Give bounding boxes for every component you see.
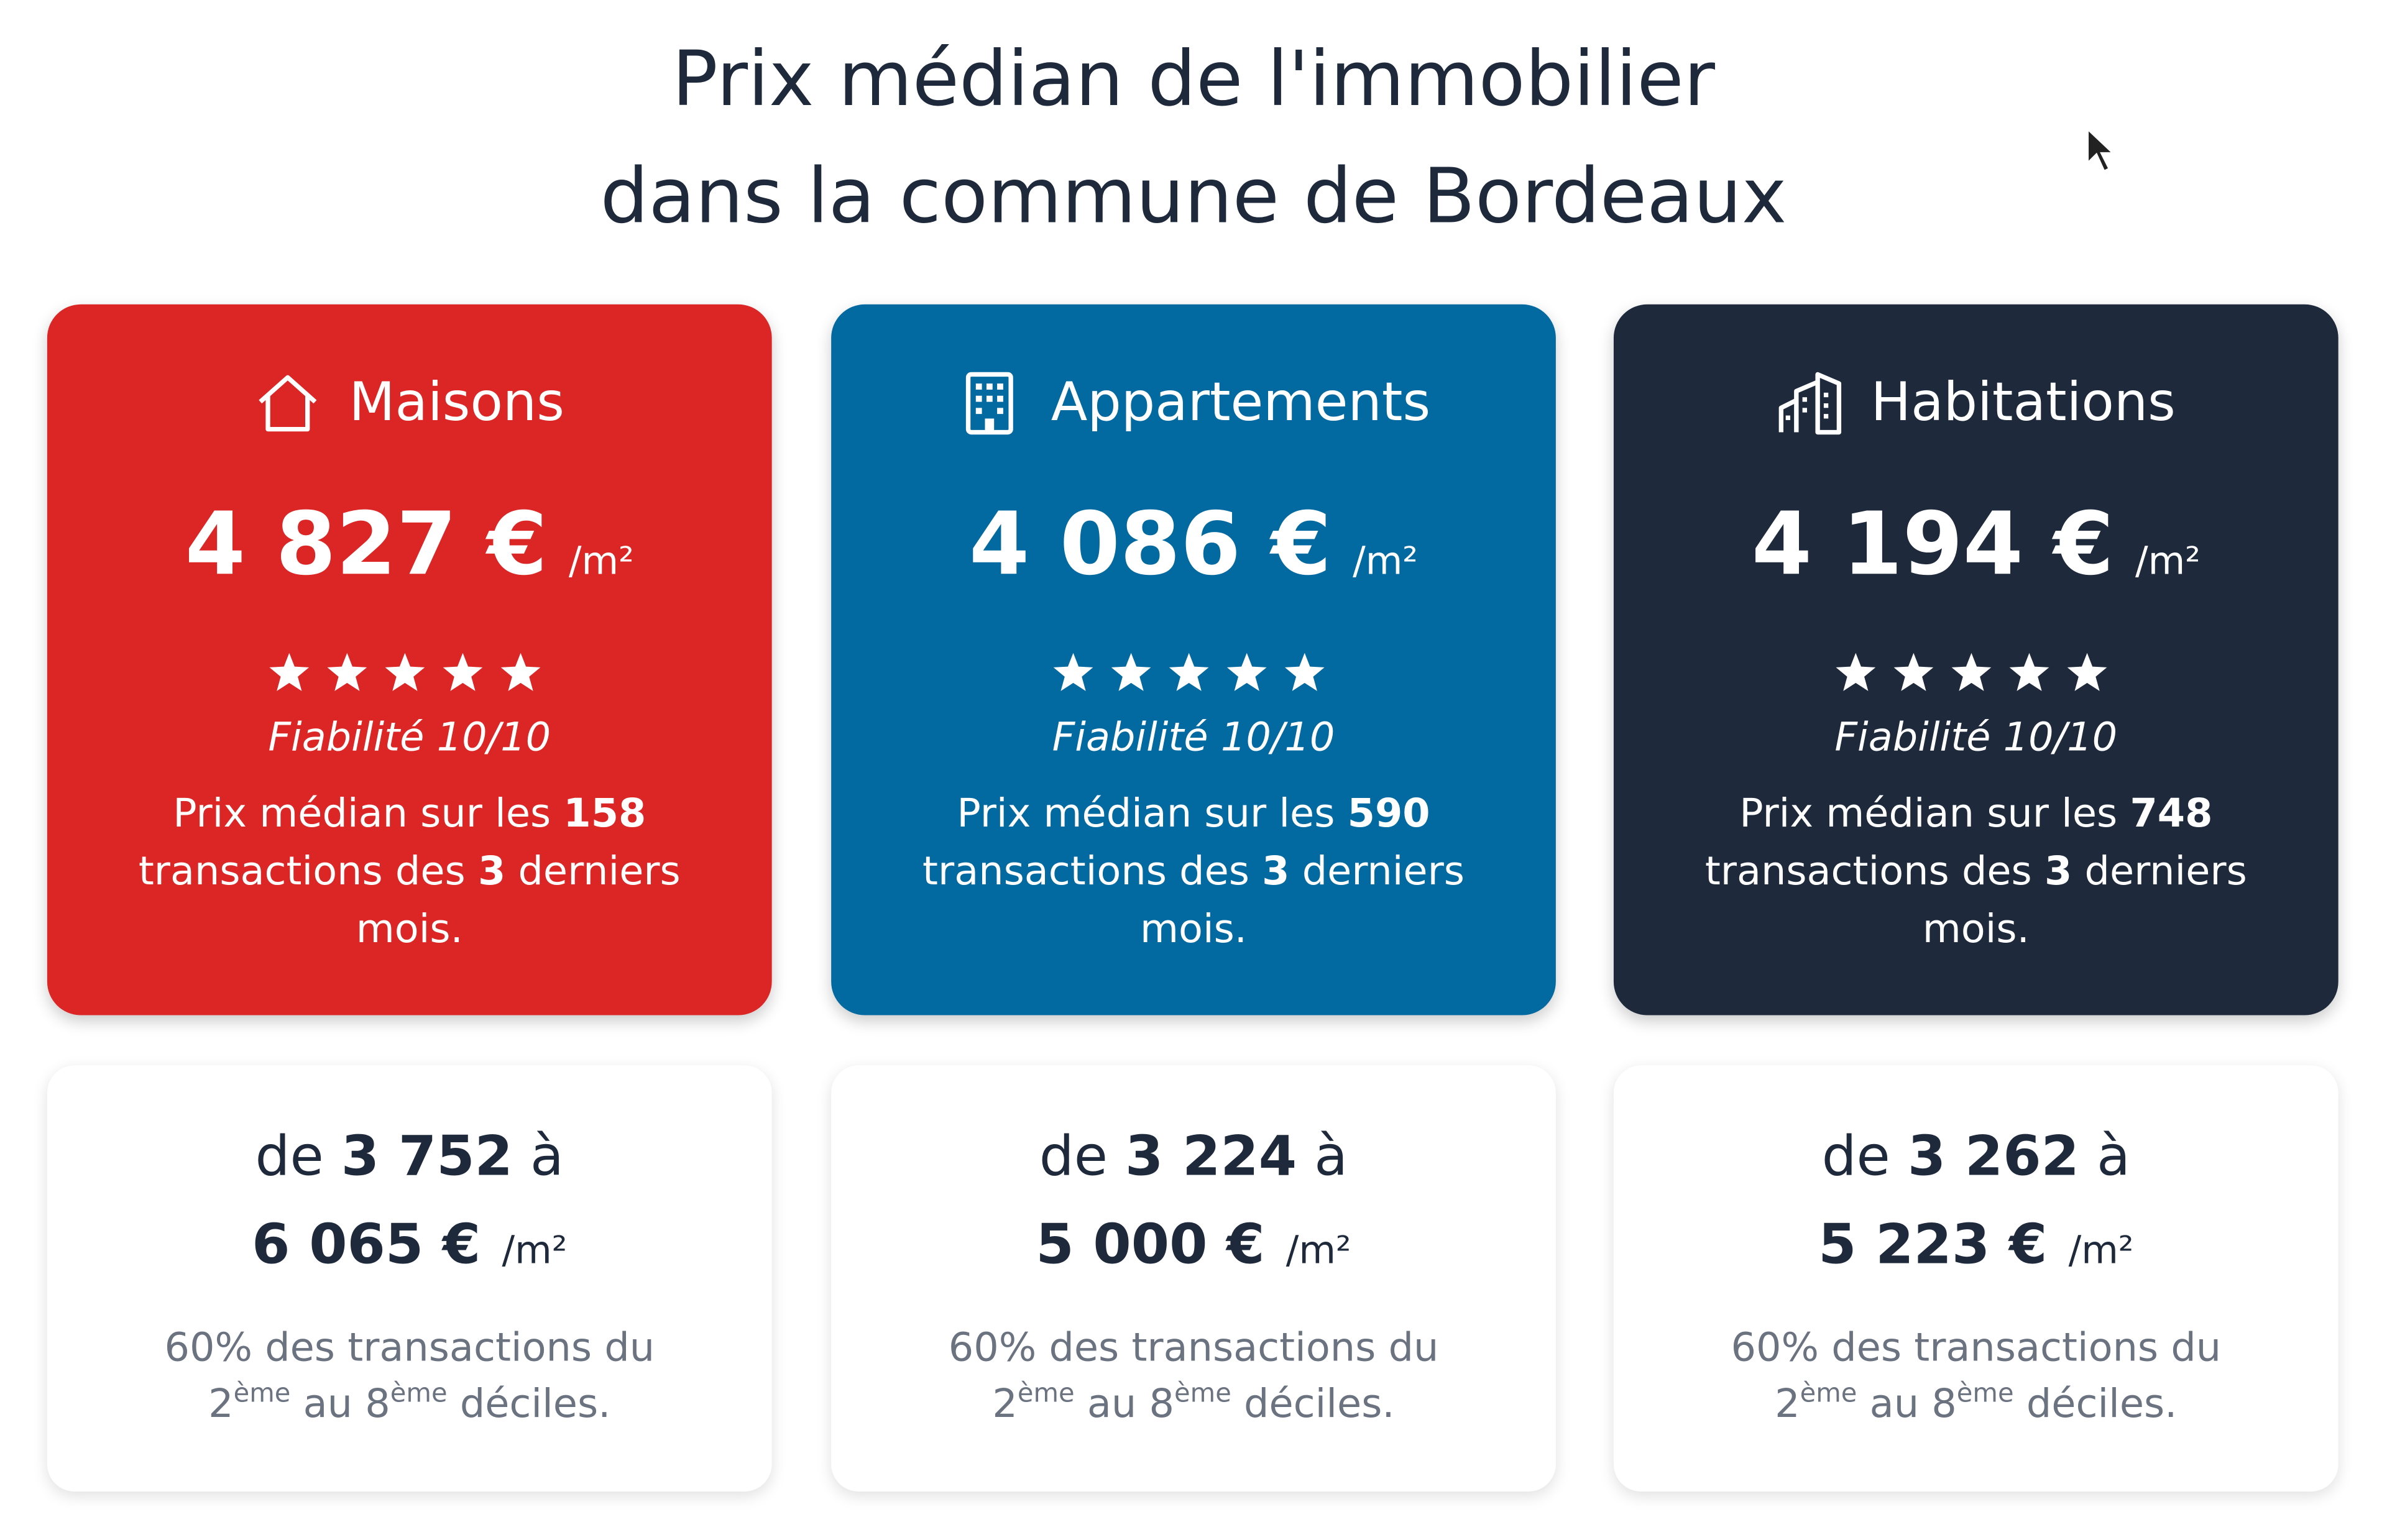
note-part: ème bbox=[390, 1378, 448, 1409]
description-part: 590 bbox=[1347, 791, 1430, 837]
price: 4 194 € /m² bbox=[1614, 495, 2339, 595]
stars bbox=[1614, 650, 2339, 702]
unit: /m² bbox=[2068, 1228, 2134, 1273]
price-value: 4 086 € bbox=[969, 494, 1331, 595]
range-low-value: 3 224 bbox=[1125, 1126, 1297, 1189]
range-low: de 3 752 à bbox=[47, 1126, 772, 1188]
description: Prix médian sur les 590 transactions des… bbox=[908, 786, 1480, 959]
cursor bbox=[2086, 124, 2118, 175]
range-text: de bbox=[255, 1126, 341, 1189]
range-card: de 3 262 à 5 223 € /m² 60% des transactions… bbox=[1613, 1065, 2339, 1492]
card-label: Habitations bbox=[1614, 370, 2339, 437]
card-label: Maisons bbox=[47, 370, 772, 437]
reliability: Fiabilité 10/10 bbox=[1052, 715, 1335, 761]
reliability: Fiabilité 10/10 bbox=[268, 715, 551, 761]
note-part: déciles. bbox=[447, 1382, 611, 1428]
price-card: Maisons 4 827 € /m² Fiabilité 10/10 Prix méd… bbox=[47, 304, 772, 1015]
note-part: ème bbox=[1017, 1378, 1075, 1409]
price-card: Habitations 4 194 € /m² Fiabilité 10/10 Prix… bbox=[1613, 304, 2339, 1015]
description: Prix médian sur les 158 transactions des… bbox=[123, 786, 696, 959]
range-high: 6 065 € /m² bbox=[47, 1214, 772, 1276]
note-part: au 8 bbox=[1074, 1382, 1175, 1428]
price-value: 4 194 € bbox=[1751, 494, 2114, 595]
range-note: 60% des transactions du 2ème au 8ème déc… bbox=[123, 1321, 696, 1434]
note-part: 2 bbox=[992, 1382, 1018, 1428]
unit: /m² bbox=[502, 1228, 568, 1273]
description-part: 158 bbox=[563, 791, 646, 837]
range-low: de 3 262 à bbox=[1614, 1126, 2339, 1188]
description-part: 748 bbox=[2130, 791, 2213, 837]
description: Prix médian sur les 748 transactions des… bbox=[1690, 786, 2262, 959]
label-text: Maisons bbox=[349, 373, 564, 434]
range-high: 5 223 € /m² bbox=[1614, 1214, 2339, 1276]
title: Prix médian de l'immobilier dans la commu… bbox=[0, 21, 2387, 255]
range-note: 60% des transactions du 2ème au 8ème déc… bbox=[1690, 1321, 2262, 1434]
unit: /m² bbox=[568, 538, 634, 583]
range-high: 5 000 € /m² bbox=[831, 1214, 1556, 1276]
range-text: à bbox=[1297, 1126, 1348, 1189]
reliability: Fiabilité 10/10 bbox=[1834, 715, 2118, 761]
stars bbox=[831, 650, 1556, 702]
description-part: 3 bbox=[2044, 849, 2072, 896]
star-rating bbox=[269, 653, 541, 691]
note-part: 60% des transactions du bbox=[164, 1326, 655, 1372]
range-high-value: 6 065 € bbox=[252, 1214, 481, 1277]
range-note: 60% des transactions du 2ème au 8ème déc… bbox=[908, 1321, 1480, 1434]
title-line: Prix médian de l'immobilier bbox=[672, 35, 1716, 124]
title-line: dans la commune de Bordeaux bbox=[600, 152, 1787, 241]
description-part: 3 bbox=[477, 849, 506, 896]
note-part: au 8 bbox=[1857, 1382, 1957, 1428]
note-part: déciles. bbox=[1231, 1382, 1395, 1428]
note-part: 60% des transactions du bbox=[1731, 1326, 2222, 1372]
note-part: déciles. bbox=[2013, 1382, 2178, 1428]
description-part: Prix médian sur les bbox=[957, 791, 1348, 837]
star-rating bbox=[1053, 653, 1325, 691]
range-text: de bbox=[1039, 1126, 1126, 1189]
unit: /m² bbox=[1353, 538, 1419, 583]
description-part: derniers mois. bbox=[1922, 849, 2247, 953]
icon bbox=[1778, 372, 1841, 435]
range-text: à bbox=[2079, 1126, 2130, 1189]
stars bbox=[47, 650, 772, 702]
price-card: Appartements 4 086 € /m² Fiabilité 10/10 Pri… bbox=[831, 304, 1556, 1015]
price: 4 086 € /m² bbox=[831, 495, 1556, 595]
note-part: 2 bbox=[1775, 1382, 1800, 1428]
range-high-value: 5 000 € bbox=[1036, 1214, 1265, 1277]
card-label: Appartements bbox=[831, 370, 1556, 437]
unit: /m² bbox=[1285, 1228, 1351, 1273]
note-part: 60% des transactions du bbox=[948, 1326, 1439, 1372]
note-part: au 8 bbox=[290, 1382, 390, 1428]
star-rating bbox=[1836, 653, 2107, 691]
range-low: de 3 224 à bbox=[831, 1126, 1556, 1188]
range-low-value: 3 752 bbox=[341, 1126, 513, 1189]
range-text: de bbox=[1821, 1126, 1908, 1189]
description-part: derniers mois. bbox=[356, 849, 681, 953]
range-card: de 3 752 à 6 065 € /m² 60% des transactions… bbox=[47, 1065, 772, 1492]
note-part: ème bbox=[1956, 1378, 2014, 1409]
note-part: ème bbox=[233, 1378, 291, 1409]
price: 4 827 € /m² bbox=[47, 495, 772, 595]
unit: /m² bbox=[2135, 538, 2201, 583]
range-high-value: 5 223 € bbox=[1818, 1214, 2048, 1277]
label-text: Appartements bbox=[1051, 373, 1431, 434]
note-part: ème bbox=[1800, 1378, 1857, 1409]
note-part: 2 bbox=[208, 1382, 234, 1428]
note-part: ème bbox=[1174, 1378, 1231, 1409]
icon bbox=[259, 375, 318, 432]
range-card: de 3 224 à 5 000 € /m² 60% des transactions… bbox=[831, 1065, 1556, 1492]
description-part: derniers mois. bbox=[1139, 849, 1465, 953]
description-part: Prix médian sur les bbox=[173, 791, 564, 837]
description-part: transactions des bbox=[922, 849, 1262, 896]
price-value: 4 827 € bbox=[185, 494, 548, 595]
description-part: Prix médian sur les bbox=[1739, 791, 2130, 837]
description-part: 3 bbox=[1262, 849, 1290, 896]
description-part: transactions des bbox=[1704, 849, 2044, 896]
icon bbox=[966, 372, 1014, 435]
label-text: Habitations bbox=[1870, 373, 2176, 434]
range-low-value: 3 262 bbox=[1907, 1126, 2079, 1189]
range-text: à bbox=[512, 1126, 564, 1189]
description-part: transactions des bbox=[138, 849, 478, 896]
